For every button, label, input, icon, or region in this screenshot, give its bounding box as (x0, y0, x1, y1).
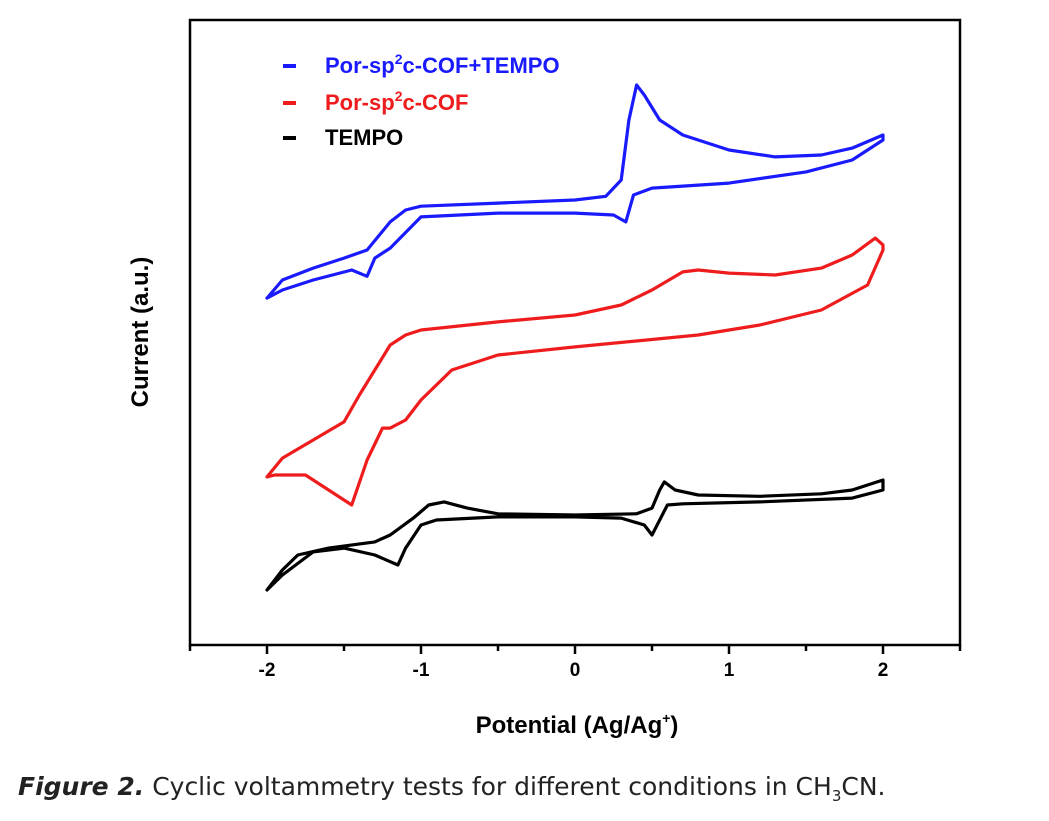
figure-caption: Figure 2. Cyclic voltammetry tests for d… (18, 772, 885, 805)
cv-chart: -2 -1 0 1 2 Por-sp2c-COF+TEMPO Por-sp2c-COF TE… (127, 18, 962, 739)
legend-item: Por-sp2c-COF (283, 88, 468, 115)
legend-label: Por-sp2c-COF+TEMPO (325, 51, 560, 78)
series-line-1 (265, 236, 885, 507)
caption-subscript: 3 (831, 787, 842, 805)
legend-label: Por-sp2c-COF (325, 88, 468, 115)
caption-text-end: CN. (841, 772, 886, 801)
x-tick-label: 0 (570, 660, 581, 681)
plot-frame (188, 18, 962, 647)
legend-label: TEMPO (325, 125, 403, 150)
series-line-0 (265, 83, 885, 300)
x-axis-ticks (188, 645, 962, 654)
x-tick-label: 1 (724, 660, 735, 681)
x-axis-tick-labels: -2 -1 0 1 2 (259, 660, 889, 681)
y-axis-label: Current (a.u.) (127, 257, 154, 408)
legend: Por-sp2c-COF+TEMPO Por-sp2c-COF TEMPO (283, 51, 560, 150)
figure-label: Figure 2. (18, 772, 145, 801)
legend-item: TEMPO (283, 125, 403, 150)
x-tick-label: 2 (878, 660, 889, 681)
caption-text: Cyclic voltammetry tests for different c… (152, 772, 832, 801)
curves (265, 83, 885, 592)
legend-item: Por-sp2c-COF+TEMPO (283, 51, 560, 78)
x-axis-label: Potential (Ag/Ag+) (476, 710, 679, 739)
series-line-2 (265, 478, 885, 592)
x-tick-label: -1 (413, 660, 430, 681)
x-tick-label: -2 (259, 660, 276, 681)
